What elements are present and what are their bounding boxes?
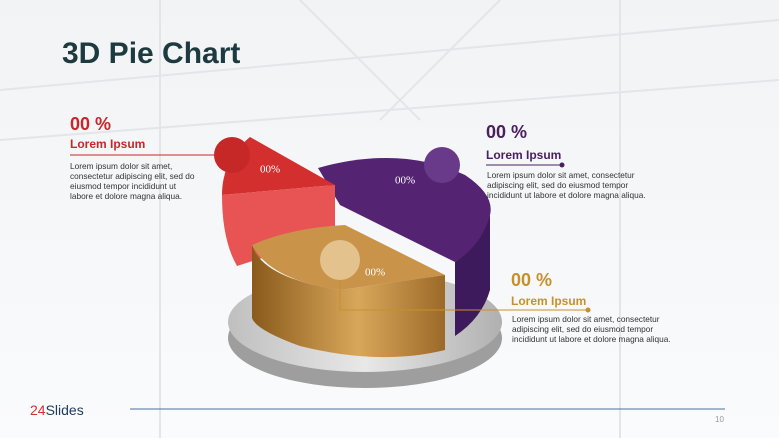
callout-lines xyxy=(70,152,591,313)
callout-heading: Lorem Ipsum xyxy=(70,137,145,151)
pie-graphic xyxy=(214,137,502,388)
callout-heading: Lorem Ipsum xyxy=(486,148,561,162)
callout-value: 00 % xyxy=(511,270,552,290)
callout-body: Lorem ipsum dolor sit amet, consectetur xyxy=(512,314,660,324)
callout-body: Lorem ipsum dolor sit amet, consectetur xyxy=(487,170,635,180)
callout-value: 00 % xyxy=(70,114,111,134)
callout-heading: Lorem Ipsum xyxy=(511,294,586,308)
callout-body: incididunt ut labore et dolore magna ali… xyxy=(487,190,646,200)
pie-label: 00% xyxy=(395,175,415,187)
callout-value: 00 % xyxy=(486,122,527,142)
callout-body: adipiscing elit, sed do eiusmod tempor xyxy=(487,180,628,190)
callout-body: consectetur adipiscing elit, sed do xyxy=(70,171,195,181)
pie-label: 00% xyxy=(260,164,280,176)
callout-body: adipiscing elit, sed do eiusmod tempor xyxy=(512,324,653,334)
pie-label: 00% xyxy=(365,267,385,279)
logo-text: Slides xyxy=(46,402,84,418)
callout-body: labore et dolore magna aliqua. xyxy=(70,191,182,201)
page-number: 10 xyxy=(715,415,724,424)
callout-body: eiusmod tempor incididunt ut xyxy=(70,181,177,191)
slide-title: 3D Pie Chart xyxy=(62,37,240,70)
callout-body: incididunt ut labore et dolore magna ali… xyxy=(512,334,671,344)
logo-number: 24 xyxy=(30,402,46,418)
callout-body: Lorem ipsum dolor sit amet, xyxy=(70,161,172,171)
logo: 24Slides xyxy=(30,402,84,418)
